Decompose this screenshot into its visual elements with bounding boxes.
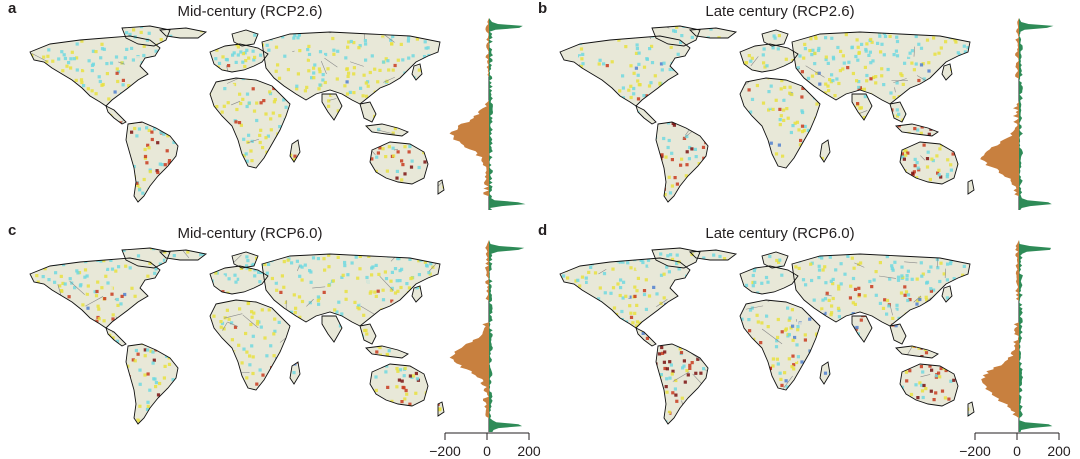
tick-label: 0	[483, 443, 491, 459]
panel-a: a Mid-century (RCP2.6)	[0, 0, 540, 225]
panel-b: b Late century (RCP2.6)	[530, 0, 1070, 225]
histogram	[449, 18, 526, 210]
tick-label: 200	[1047, 443, 1071, 459]
world-map	[29, 25, 445, 203]
world-map	[559, 25, 975, 203]
histogram-axis-left: −200 0 200	[429, 428, 541, 459]
panel-c: c Mid-century (RCP6.0)	[0, 222, 540, 447]
tick-label: 0	[1013, 443, 1021, 459]
panel-title: Late century (RCP6.0)	[705, 225, 855, 242]
panel-d: d Late century (RCP6.0)	[530, 222, 1070, 447]
panel-letter: c	[8, 222, 17, 239]
tick-label: 200	[517, 443, 541, 459]
panel-title: Mid-century (RCP6.0)	[177, 225, 323, 242]
panel-letter: a	[8, 0, 17, 17]
tick-label: −200	[429, 443, 461, 459]
world-map	[29, 247, 445, 425]
histogram	[449, 240, 525, 432]
panel-letter: d	[538, 222, 548, 239]
panel-title: Mid-century (RCP2.6)	[177, 3, 323, 20]
histogram	[981, 240, 1053, 432]
world-map	[559, 247, 975, 425]
histogram	[980, 18, 1054, 210]
tick-label: −200	[959, 443, 991, 459]
panel-letter: b	[538, 0, 548, 17]
histogram-axis-right: −200 0 200	[959, 428, 1071, 459]
panel-title: Late century (RCP2.6)	[705, 3, 855, 20]
